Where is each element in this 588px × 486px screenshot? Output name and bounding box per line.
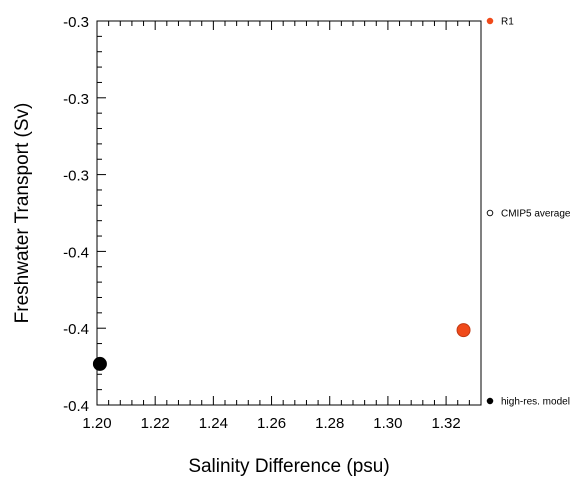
y-axis-ticks [97, 20, 106, 406]
legend-label: R1 [501, 17, 514, 28]
x-axis-tick-labels: 1.20 1.22 1.24 1.26 1.28 1.30 1.32 [82, 415, 460, 432]
legend-marker [486, 209, 494, 217]
x-tick-label: 1.26 [257, 415, 286, 432]
legend-marker [486, 17, 494, 25]
x-axis-title: Salinity Difference (psu) [188, 456, 389, 477]
y-tick-label: -0.4 [63, 398, 89, 415]
y-tick-label: -0.3 [63, 14, 89, 31]
data-point-r1 [456, 323, 471, 338]
y-tick-label: -0.4 [63, 321, 89, 338]
y-tick-label: -0.4 [63, 244, 89, 261]
plot-frame [96, 20, 482, 406]
x-tick-label: 1.20 [82, 415, 111, 432]
x-tick-label: 1.32 [431, 415, 460, 432]
x-tick-label: 1.22 [141, 415, 170, 432]
y-tick-label: -0.3 [63, 91, 89, 108]
data-point-high-res-model [92, 356, 107, 371]
y-axis-tick-labels: -0.3 -0.3 -0.3 -0.4 -0.4 -0.4 [63, 14, 89, 415]
y-axis-title: Freshwater Transport (Sv) [12, 103, 33, 324]
legend-label: CMIP5 average [501, 209, 571, 220]
legend-label: high-res. model [501, 397, 570, 408]
x-tick-label: 1.28 [315, 415, 344, 432]
x-axis-ticks [96, 21, 482, 405]
legend-marker [486, 397, 494, 405]
x-tick-label: 1.30 [373, 415, 402, 432]
legend: R1 CMIP5 average high-res. model [486, 17, 571, 408]
y-tick-label: -0.3 [63, 168, 89, 185]
data-points [92, 323, 471, 371]
x-tick-label: 1.24 [199, 415, 228, 432]
